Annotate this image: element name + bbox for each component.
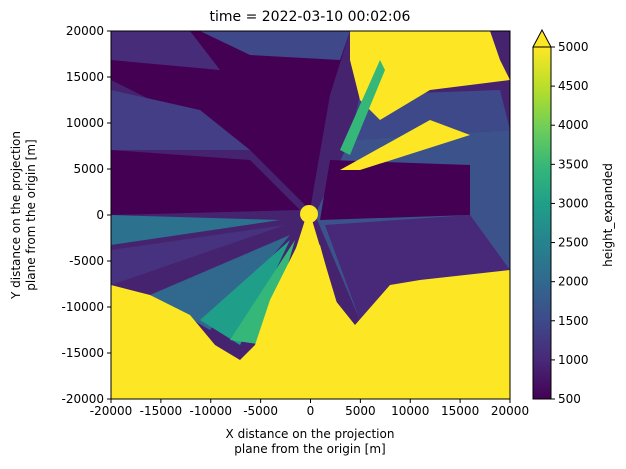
colorbar-extend-max <box>532 28 552 48</box>
x-axis-label-line1: X distance on the projection <box>226 427 395 441</box>
y-tick-label: 0 <box>96 208 104 222</box>
x-tick-label: -20000 <box>90 404 133 418</box>
heatmap-region <box>340 60 385 155</box>
heatmap-region <box>200 240 290 345</box>
x-tick-label: 10000 <box>391 404 429 418</box>
y-tick-label: -10000 <box>61 300 104 314</box>
x-tick-label: -5000 <box>243 404 278 418</box>
y-tick-label: 5000 <box>73 162 104 176</box>
colorbar-tick-label: 3500 <box>558 157 589 171</box>
y-axis-ticks: -20000 -15000 -10000 -5000 0 5000 10000 15000 20… <box>61 24 111 406</box>
x-tick-label: 15000 <box>441 404 479 418</box>
heatmap-region <box>111 150 300 215</box>
chart-title: time = 2022-03-10 00:02:06 <box>210 9 411 25</box>
heatmap-region <box>111 90 250 150</box>
x-tick-label: 5000 <box>345 404 376 418</box>
heatmap-region <box>340 120 470 170</box>
heatmap-region <box>200 31 350 60</box>
x-axis-ticks: -20000 -15000 -10000 -5000 0 5000 10000 15000 20… <box>90 399 529 418</box>
x-tick-label: 0 <box>307 404 315 418</box>
heatmap-region <box>150 235 290 330</box>
colorbar-tick-label: 2000 <box>558 275 589 289</box>
heatmap-region <box>111 31 350 210</box>
colorbar-label: height_expanded <box>601 163 615 267</box>
y-tick-label: 15000 <box>66 70 104 84</box>
heatmap-region <box>111 215 280 245</box>
colorbar-tick-label: 3000 <box>558 196 589 210</box>
y-tick-label: -5000 <box>69 254 104 268</box>
heatmap-image <box>111 31 510 399</box>
colorbar-ticks: 500 1000 1500 2000 2500 3000 3500 4000 4500 5000 <box>551 40 589 406</box>
heatmap-region <box>111 31 220 70</box>
heatmap-region <box>300 205 318 223</box>
x-tick-label: 20000 <box>491 404 529 418</box>
x-axis-label-line2: plane from the origin [m] <box>234 442 385 456</box>
colorbar-tick-label: 1500 <box>558 314 589 328</box>
heatmap-region <box>325 215 510 320</box>
y-axis-label-line1: Y distance on the projection <box>9 131 23 300</box>
colorbar-tick-label: 500 <box>558 392 581 406</box>
colorbar-tick-label: 4000 <box>558 118 589 132</box>
y-axis-label-line2: plane from the origin [m] <box>24 139 38 290</box>
y-tick-label: -15000 <box>61 346 104 360</box>
y-tick-label: 20000 <box>66 24 104 38</box>
colorbar-tick-label: 5000 <box>558 40 589 54</box>
colorbar <box>533 47 551 399</box>
colorbar-tick-label: 1000 <box>558 353 589 367</box>
colorbar-tick-label: 2500 <box>558 236 589 250</box>
heatmap-region <box>230 240 295 345</box>
colorbar-frame <box>532 47 552 400</box>
heatmap-region <box>270 220 345 330</box>
heatmap-region <box>320 160 470 220</box>
heatmap-region <box>111 225 285 285</box>
colorbar-tick-label: 4500 <box>558 79 589 93</box>
y-tick-label: 10000 <box>66 116 104 130</box>
heatmap-region <box>350 31 510 120</box>
y-tick-label: -20000 <box>61 392 104 406</box>
x-tick-label: -15000 <box>140 404 183 418</box>
x-tick-label: -10000 <box>189 404 232 418</box>
